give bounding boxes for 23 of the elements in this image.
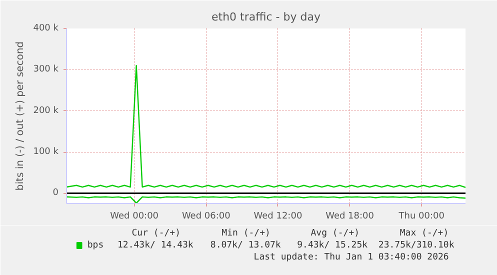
text: Min (-/+): [222, 228, 270, 238]
x-tick-label: Wed 00:00: [110, 212, 159, 222]
y-tick-label: 0: [52, 188, 59, 198]
text: Cur (-/+): [132, 228, 181, 238]
y-tick-label: 200 k: [33, 106, 60, 116]
text: Max (-/+): [400, 228, 449, 238]
text: 8.07k/ 13.07k: [210, 240, 282, 250]
y-tick-label: 300 k: [33, 64, 60, 75]
y-tick-label: 400 k: [33, 24, 60, 34]
y-tick-label: 100 k: [33, 147, 60, 158]
x-tick-label: Thu 00:00: [398, 212, 445, 222]
line-series: [66, 64, 466, 188]
text: 23.75k/310.10k: [378, 240, 455, 250]
y-axis-title: bits in (-) / out (+) per second: [15, 41, 26, 191]
text: Avg (-/+): [310, 228, 360, 238]
x-tick-label: Wed 06:00: [182, 212, 231, 222]
text: 9.43k/ 15.25k: [297, 240, 368, 250]
x-tick-label: Wed 18:00: [326, 212, 374, 222]
x-tick-label: Wed 12:00: [254, 212, 302, 222]
text: 12.43k/ 14.43k: [117, 240, 194, 250]
legend-label: bps: [87, 240, 104, 250]
chart-title: eth0 traffic - by day: [212, 10, 321, 24]
text: Last update: Thu Jan 1 03:40:00 2026: [254, 252, 449, 262]
